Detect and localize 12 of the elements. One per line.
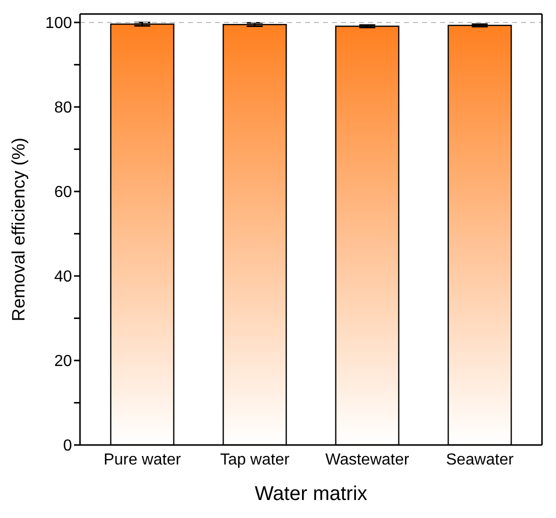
x-tick-label: Wastewater (325, 451, 410, 468)
x-tick-label: Pure water (104, 451, 182, 468)
x-tick-label: Tap water (220, 451, 290, 468)
y-tick-label: 0 (63, 438, 72, 455)
x-tick-label: Seawater (446, 451, 514, 468)
y-axis-title: Removal efficiency (%) (8, 138, 28, 322)
x-axis-title: Water matrix (254, 483, 368, 505)
y-tick-label: 60 (54, 184, 72, 202)
y-tick-label: 100 (45, 15, 72, 32)
y-tick-label: 20 (54, 353, 72, 370)
y-tick-label: 80 (54, 100, 72, 117)
y-tick-label: 40 (54, 268, 72, 286)
